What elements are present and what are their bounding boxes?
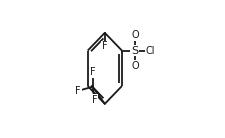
Text: F: F <box>91 95 97 105</box>
Text: F: F <box>101 41 107 51</box>
Text: Cl: Cl <box>145 46 155 56</box>
Text: F: F <box>89 67 95 77</box>
Text: O: O <box>130 30 138 40</box>
Text: F: F <box>75 86 81 96</box>
Text: O: O <box>130 61 138 71</box>
Text: S: S <box>131 46 138 56</box>
